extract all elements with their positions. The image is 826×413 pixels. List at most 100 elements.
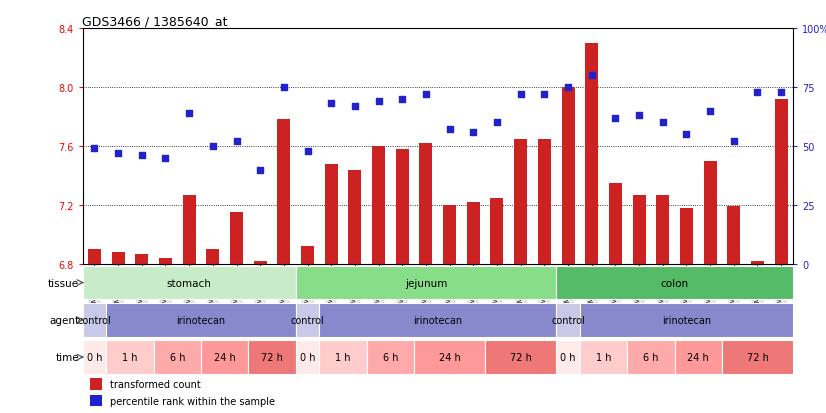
Bar bbox=[727, 207, 740, 264]
Bar bbox=[656, 195, 669, 264]
Bar bbox=[296, 340, 320, 374]
Point bbox=[112, 150, 125, 157]
Text: control: control bbox=[291, 315, 325, 325]
Point bbox=[278, 84, 291, 91]
Bar bbox=[556, 340, 580, 374]
Text: jejunum: jejunum bbox=[405, 278, 447, 288]
Bar bbox=[556, 303, 580, 337]
Point bbox=[514, 92, 527, 98]
Text: 6 h: 6 h bbox=[169, 352, 185, 362]
Bar bbox=[349, 170, 362, 264]
Text: 24 h: 24 h bbox=[214, 352, 235, 362]
Bar bbox=[112, 253, 125, 264]
Text: irinotecan: irinotecan bbox=[413, 315, 463, 325]
Bar bbox=[254, 261, 267, 264]
Point bbox=[727, 139, 740, 145]
Bar bbox=[83, 303, 107, 337]
Bar bbox=[278, 120, 291, 264]
Bar bbox=[514, 139, 527, 264]
Text: percentile rank within the sample: percentile rank within the sample bbox=[110, 396, 274, 406]
Bar bbox=[249, 340, 296, 374]
Bar bbox=[320, 340, 367, 374]
Bar bbox=[296, 266, 556, 300]
Bar bbox=[775, 100, 788, 264]
Bar bbox=[627, 340, 675, 374]
Point bbox=[609, 115, 622, 122]
Point bbox=[443, 127, 456, 133]
Point bbox=[562, 84, 575, 91]
Text: 0 h: 0 h bbox=[87, 352, 102, 362]
Text: transformed count: transformed count bbox=[110, 379, 201, 389]
Bar bbox=[296, 303, 320, 337]
Point bbox=[254, 167, 267, 173]
Text: 1 h: 1 h bbox=[596, 352, 611, 362]
Bar bbox=[83, 340, 107, 374]
Bar bbox=[414, 340, 485, 374]
Bar bbox=[609, 183, 622, 264]
Point bbox=[420, 92, 433, 98]
Text: control: control bbox=[551, 315, 585, 325]
Text: 0 h: 0 h bbox=[560, 352, 576, 362]
Text: 1 h: 1 h bbox=[335, 352, 351, 362]
Text: 6 h: 6 h bbox=[643, 352, 658, 362]
Bar bbox=[107, 340, 154, 374]
Bar bbox=[580, 340, 627, 374]
Bar bbox=[90, 395, 102, 406]
Point bbox=[491, 120, 504, 126]
Bar bbox=[107, 303, 296, 337]
Bar bbox=[585, 44, 598, 264]
Bar bbox=[443, 205, 456, 264]
Point bbox=[88, 146, 101, 152]
Bar bbox=[485, 340, 556, 374]
Bar bbox=[372, 147, 385, 264]
Bar bbox=[183, 195, 196, 264]
Text: control: control bbox=[78, 315, 112, 325]
Point bbox=[230, 139, 243, 145]
Bar bbox=[367, 340, 414, 374]
Text: 72 h: 72 h bbox=[510, 352, 532, 362]
Bar bbox=[230, 213, 243, 264]
Bar bbox=[580, 303, 793, 337]
Point bbox=[183, 110, 196, 117]
Point bbox=[135, 153, 149, 159]
Point bbox=[633, 113, 646, 119]
Point bbox=[656, 120, 669, 126]
Bar bbox=[467, 202, 480, 264]
Point bbox=[680, 131, 693, 138]
Point bbox=[538, 92, 551, 98]
Bar bbox=[751, 261, 764, 264]
Bar bbox=[206, 249, 220, 264]
Bar bbox=[396, 150, 409, 264]
Text: 0 h: 0 h bbox=[300, 352, 316, 362]
Bar bbox=[135, 254, 149, 264]
Bar bbox=[680, 209, 693, 264]
Bar bbox=[301, 247, 314, 264]
Text: irinotecan: irinotecan bbox=[662, 315, 711, 325]
Bar bbox=[159, 259, 172, 264]
Text: 1 h: 1 h bbox=[122, 352, 138, 362]
Point bbox=[159, 155, 172, 161]
Bar bbox=[675, 340, 722, 374]
Point bbox=[775, 89, 788, 96]
Text: 24 h: 24 h bbox=[439, 352, 460, 362]
Text: 24 h: 24 h bbox=[687, 352, 709, 362]
Bar bbox=[491, 198, 504, 264]
Bar bbox=[325, 164, 338, 264]
Bar bbox=[83, 266, 296, 300]
Text: time: time bbox=[55, 352, 79, 362]
Bar bbox=[88, 249, 101, 264]
Text: irinotecan: irinotecan bbox=[177, 315, 225, 325]
Point bbox=[704, 108, 717, 114]
Bar bbox=[556, 266, 793, 300]
Text: tissue: tissue bbox=[48, 278, 79, 288]
Text: stomach: stomach bbox=[167, 278, 211, 288]
Text: 6 h: 6 h bbox=[382, 352, 398, 362]
Bar bbox=[154, 340, 201, 374]
Text: 72 h: 72 h bbox=[747, 352, 768, 362]
Point bbox=[751, 89, 764, 96]
Bar bbox=[420, 144, 433, 264]
Point bbox=[396, 96, 409, 103]
Point bbox=[349, 103, 362, 110]
Bar bbox=[201, 340, 249, 374]
Point bbox=[301, 148, 314, 154]
